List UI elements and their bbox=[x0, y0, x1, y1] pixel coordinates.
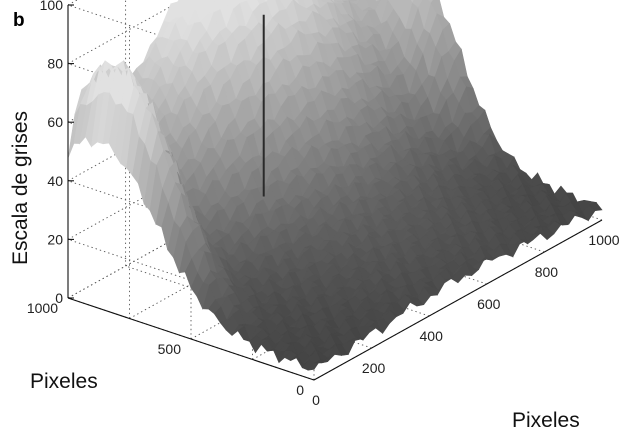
grid-line bbox=[67, 238, 315, 322]
z-tick-label: 40 bbox=[47, 173, 63, 189]
surface-patch bbox=[177, 0, 186, 6]
x-tick-labels: 0 200 400 600 800 1000 bbox=[312, 232, 620, 408]
surface bbox=[67, 0, 603, 371]
grid-line bbox=[67, 180, 315, 264]
axes bbox=[67, 5, 603, 381]
x-axis-line bbox=[313, 219, 603, 381]
surface-patch bbox=[223, 0, 232, 7]
z-tick-label: 20 bbox=[47, 231, 63, 247]
z-tick-label: 80 bbox=[47, 56, 63, 72]
surface-patch bbox=[588, 202, 603, 212]
x-tick-label: 1000 bbox=[588, 232, 619, 248]
grid-line bbox=[125, 265, 372, 349]
x-tick-label: 0 bbox=[312, 392, 320, 408]
surface-patch bbox=[196, 0, 204, 4]
surface-patch bbox=[393, 0, 405, 19]
y-tick-label: 500 bbox=[158, 341, 182, 357]
z-tick-labels: 0 20 40 60 80 100 bbox=[40, 0, 74, 306]
y-tick-label: 1000 bbox=[27, 300, 58, 316]
surface-patch bbox=[357, 0, 360, 2]
x-tick-label: 200 bbox=[362, 360, 386, 376]
x-tick-label: 800 bbox=[535, 264, 559, 280]
x-axis-label: Pixeles bbox=[512, 409, 580, 432]
y-axis-line bbox=[67, 297, 315, 381]
x-tick-label: 600 bbox=[477, 296, 501, 312]
surface-patch bbox=[412, 0, 424, 8]
surface-patch bbox=[375, 0, 380, 2]
surface-patch bbox=[428, 0, 434, 4]
z-tick-label: 100 bbox=[40, 0, 64, 13]
y-tick-label: 0 bbox=[296, 382, 304, 398]
y-axis-label: Pixeles bbox=[30, 370, 98, 393]
y-tick-labels: 0 500 1000 bbox=[27, 300, 304, 398]
panel-label: b bbox=[13, 10, 25, 31]
x-tick-label: 400 bbox=[420, 328, 444, 344]
z-tick-label: 0 bbox=[55, 290, 63, 306]
z-tick-label: 60 bbox=[47, 114, 63, 130]
surface-patch bbox=[264, 0, 269, 3]
z-axis-label: Escala de grises bbox=[9, 111, 32, 265]
grid-line bbox=[67, 4, 315, 88]
